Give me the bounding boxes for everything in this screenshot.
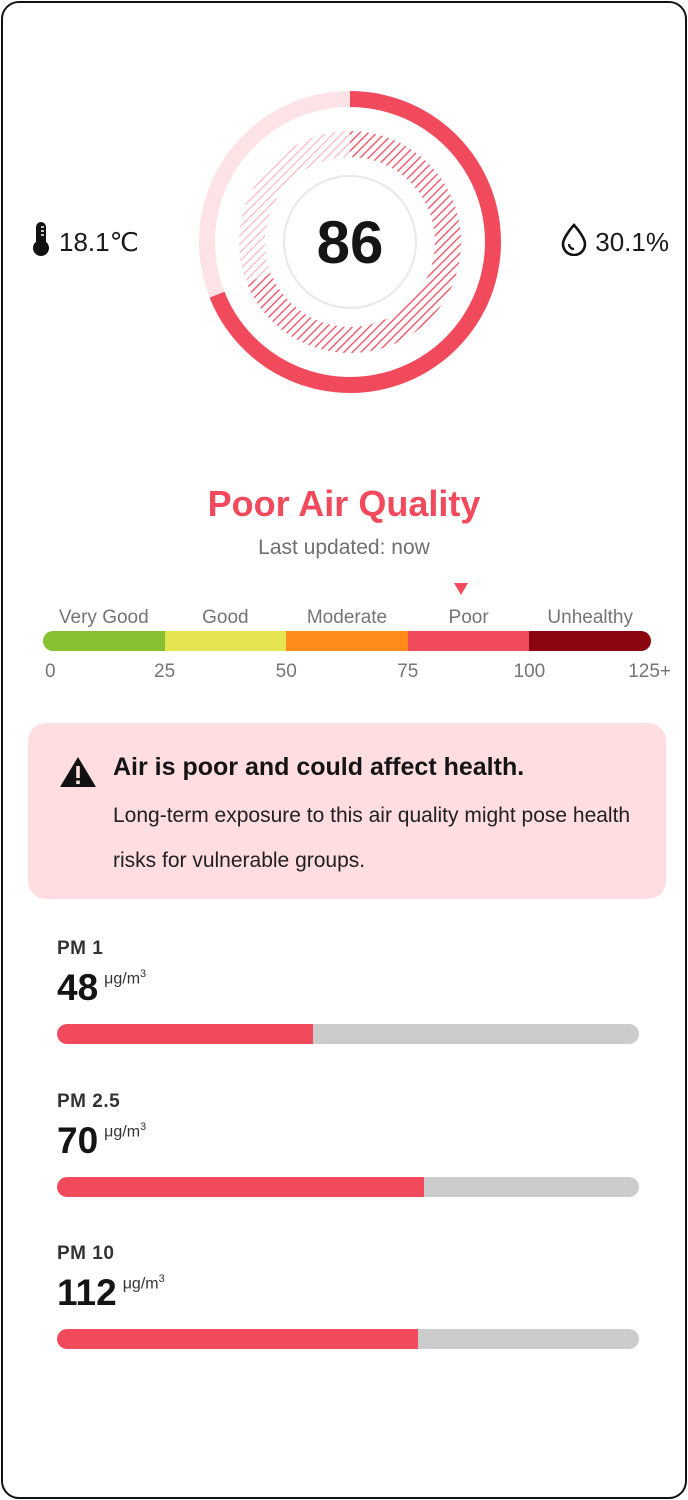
scale-label: Poor [448,607,489,628]
unit-text: μg/m [104,1123,141,1141]
last-updated: Last updated: now [258,536,430,559]
triangle-down-icon [454,583,469,595]
health-alert: Air is poor and could affect health. Lon… [28,723,666,899]
water-drop-icon [559,222,589,263]
metric-value: 48 [57,967,99,1008]
scale-bar [43,631,651,651]
metric-bar-track [57,1024,639,1044]
scale-label: Very Good [58,607,149,628]
metric-bar-track [57,1177,639,1197]
scale-segment-poor [407,631,530,651]
scale-segment-unhealthy [529,631,651,651]
scale-label: Unhealthy [547,607,633,628]
metric-pm1: PM 1 48 μg/m3 [57,938,639,1058]
metric-unit: μg/m3 [123,1273,165,1293]
metric-value: 112 [57,1272,117,1313]
metric-label: PM 10 [57,1243,115,1264]
aqi-scale: Very Good Good Moderate Poor Unhealthy 0 25 50… [43,583,671,693]
scale-segment-moderate [286,631,408,651]
metric-unit: μg/m3 [104,1121,146,1141]
metric-label: PM 2.5 [57,1091,121,1112]
aqi-value: 86 [316,208,384,276]
scale-label: Good [202,607,249,628]
temperature-readout: 18.1℃ [31,221,139,264]
scale-tick: 125+ [628,661,671,682]
scale-tick: 75 [397,661,419,682]
unit-exponent: 3 [140,968,147,980]
scale-tick: 0 [45,661,56,682]
metric-bar-fill [57,1177,424,1197]
warning-icon [58,755,98,794]
humidity-readout: 30.1% [559,222,669,262]
scale-label: Moderate [306,607,388,628]
alert-title: Air is poor and could affect health. [113,753,525,781]
metric-pm2-5: PM 2.5 70 μg/m3 [57,1091,639,1211]
status-title: Poor Air Quality [207,483,481,524]
aqi-gauge: 86 [198,90,502,394]
metric-value: 70 [57,1120,99,1161]
humidity-value: 30.1% [595,226,669,257]
thermometer-icon [31,221,51,264]
unit-text: μg/m [122,1275,159,1293]
metric-unit: μg/m3 [104,968,146,988]
metric-bar-fill [57,1329,418,1349]
metric-value-row: 70 μg/m3 [57,1117,146,1167]
gauge-center [283,175,417,309]
alert-body: Long-term exposure to this air quality m… [113,804,631,872]
unit-exponent: 3 [158,1273,165,1285]
scale-segment-good [164,631,287,651]
gauge-inner-arc [246,131,461,353]
scale-segment-very-good [43,631,165,651]
metric-value-row: 112 μg/m3 [57,1269,165,1319]
scale-tick: 50 [275,661,297,682]
temperature-value: 18.1℃ [59,226,139,257]
unit-exponent: 3 [140,1121,147,1133]
metric-bar-fill [57,1024,314,1044]
scale-labels: Very Good Good Moderate Poor Unhealthy [43,607,651,631]
unit-text: μg/m [104,970,141,988]
metric-pm10: PM 10 112 μg/m3 [57,1243,639,1363]
gauge-outer-arc [209,91,501,393]
scale-ticks: 0 25 50 75 100 125+ [43,661,671,685]
metric-bar-track [57,1329,639,1349]
metric-value-row: 48 μg/m3 [57,964,146,1014]
scale-tick: 25 [154,661,176,682]
scale-tick: 100 [513,661,546,682]
metric-label: PM 1 [57,938,104,959]
